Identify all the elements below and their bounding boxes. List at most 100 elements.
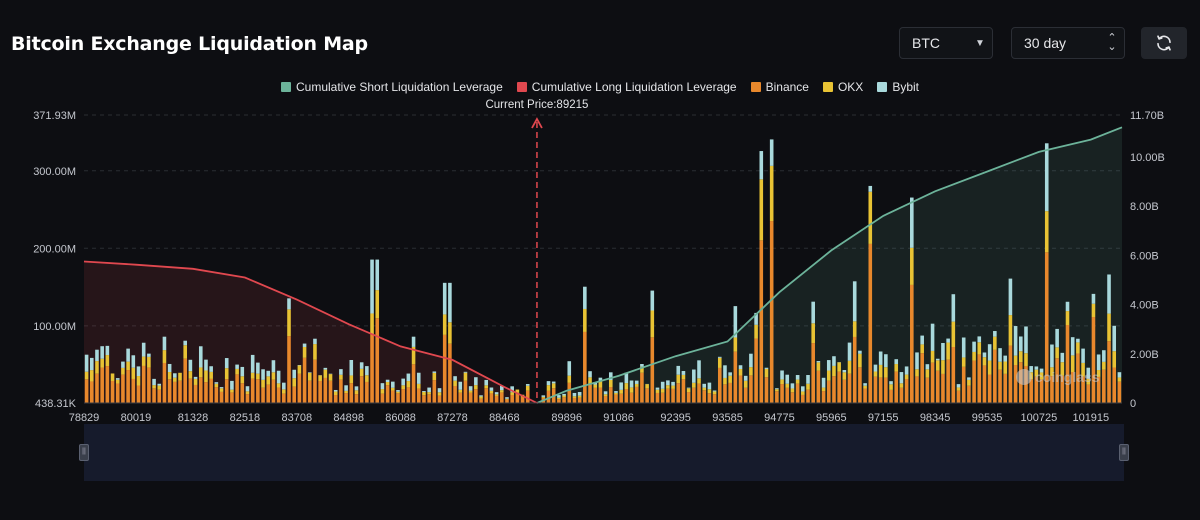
bar-bybit[interactable] [640,364,644,367]
bar-binance[interactable] [961,366,966,403]
bar-binance[interactable] [136,385,141,403]
bar-bybit[interactable] [500,385,504,391]
bar-okx[interactable] [728,375,732,383]
bar-binance[interactable] [863,388,867,403]
bar-bybit[interactable] [307,372,312,373]
bar-okx[interactable] [567,375,572,383]
bar-bybit[interactable] [712,390,717,392]
bar-binance[interactable] [614,394,618,403]
bar-bybit[interactable] [1008,278,1013,316]
bar-okx[interactable] [624,383,629,390]
bar-bybit[interactable] [105,345,110,356]
bar-binance[interactable] [391,390,395,403]
bar-binance[interactable] [785,387,790,403]
bar-okx[interactable] [676,374,681,384]
bar-binance[interactable] [188,378,193,403]
bar-binance[interactable] [302,357,307,403]
bar-binance[interactable] [422,395,426,403]
bar-binance[interactable] [282,393,286,403]
bar-bybit[interactable] [910,197,914,248]
bar-bybit[interactable] [795,375,800,380]
bar-bybit[interactable] [759,151,764,180]
bar-okx[interactable] [723,377,727,385]
bar-bybit[interactable] [1024,326,1028,354]
bar-binance[interactable] [572,397,577,403]
bar-binance[interactable] [1076,353,1080,403]
bar-okx[interactable] [193,378,198,385]
bar-okx[interactable] [276,383,281,388]
bar-okx[interactable] [842,372,847,380]
bar-okx[interactable] [1024,353,1028,366]
bar-okx[interactable] [188,371,193,379]
bar-binance[interactable] [162,362,167,403]
bar-okx[interactable] [115,379,120,384]
bar-okx[interactable] [743,380,748,388]
bar-binance[interactable] [640,372,644,403]
bar-binance[interactable] [365,381,369,403]
bar-okx[interactable] [930,350,935,363]
bar-binance[interactable] [619,393,623,403]
bar-bybit[interactable] [686,387,691,389]
bar-okx[interactable] [712,391,717,395]
bar-okx[interactable] [385,382,390,386]
bar-bybit[interactable] [463,371,468,373]
bar-okx[interactable] [261,379,265,388]
bar-okx[interactable] [359,368,364,377]
bar-binance[interactable] [525,390,530,403]
bar-binance[interactable] [510,394,514,403]
bar-binance[interactable] [115,383,120,403]
bar-okx[interactable] [292,378,296,387]
bar-okx[interactable] [655,389,660,393]
bar-bybit[interactable] [1029,366,1033,373]
bar-bybit[interactable] [743,375,748,381]
bar-binance[interactable] [780,384,784,403]
bar-okx[interactable] [915,369,919,377]
bar-okx[interactable] [884,367,888,378]
bar-bybit[interactable] [993,331,997,337]
bar-okx[interactable] [868,191,873,244]
bar-binance[interactable] [1034,376,1039,403]
bar-binance[interactable] [245,394,250,403]
bar-bybit[interactable] [785,374,790,384]
bar-bybit[interactable] [972,341,976,352]
bar-binance[interactable] [396,393,400,403]
bar-bybit[interactable] [723,365,727,378]
bar-okx[interactable] [510,392,514,395]
bar-binance[interactable] [344,393,348,403]
bar-binance[interactable] [749,375,753,403]
bar-okx[interactable] [987,360,992,375]
bar-binance[interactable] [837,371,841,403]
bar-binance[interactable] [717,367,722,403]
bar-okx[interactable] [162,350,167,363]
bar-binance[interactable] [256,379,260,403]
bar-bybit[interactable] [977,336,982,343]
bar-binance[interactable] [1107,341,1111,403]
bar-bybit[interactable] [214,382,219,384]
bar-bybit[interactable] [245,386,250,392]
bar-bybit[interactable] [697,360,701,379]
bar-bybit[interactable] [115,378,120,380]
bar-binance[interactable] [775,391,779,403]
bar-bybit[interactable] [266,370,271,377]
bar-bybit[interactable] [344,385,348,391]
bar-binance[interactable] [126,370,130,403]
bar-binance[interactable] [1065,325,1070,403]
bar-bybit[interactable] [930,323,935,351]
bar-okx[interactable] [826,370,831,381]
bar-bybit[interactable] [904,366,909,375]
bar-bybit[interactable] [676,365,681,375]
bar-binance[interactable] [375,318,380,403]
bar-bybit[interactable] [121,361,125,368]
bar-bybit[interactable] [416,372,421,384]
bar-bybit[interactable] [619,382,623,390]
bar-bybit[interactable] [1044,143,1049,212]
bar-okx[interactable] [224,368,229,380]
bar-okx[interactable] [634,383,639,387]
bar-bybit[interactable] [790,383,795,389]
bar-bybit[interactable] [219,387,224,389]
bar-bybit[interactable] [1096,354,1101,371]
bar-okx[interactable] [437,392,442,396]
bar-okx[interactable] [583,308,587,332]
bar-bybit[interactable] [1112,325,1117,352]
bar-bybit[interactable] [141,342,146,357]
